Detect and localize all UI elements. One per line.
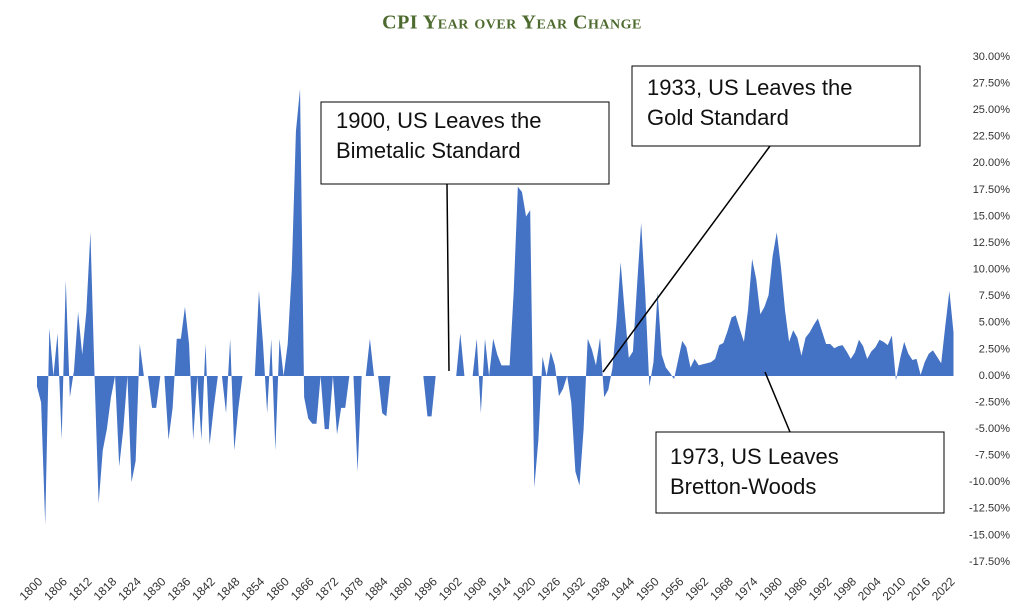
y-tick-label: 12.50% [973, 237, 1011, 249]
x-tick-label: 1878 [337, 574, 366, 603]
x-tick-label: 1956 [658, 574, 687, 603]
y-tick-label: -7.50% [975, 450, 1010, 462]
y-tick-label: -12.50% [969, 503, 1010, 515]
x-tick-label: 1830 [140, 574, 169, 603]
x-tick-label: 1914 [485, 574, 514, 603]
y-tick-label: 10.00% [973, 264, 1011, 276]
y-tick-label: 27.50% [973, 77, 1011, 89]
y-tick-label: -5.00% [975, 423, 1010, 435]
annotation-box [320, 101, 610, 185]
annotation-pointer [764, 371, 791, 433]
y-tick-label: -2.50% [975, 396, 1010, 408]
y-tick-label: 17.50% [973, 184, 1011, 196]
y-tick-label: 25.00% [973, 104, 1011, 116]
y-tick-label: 0.00% [979, 370, 1010, 382]
y-tick-label: 7.50% [979, 290, 1010, 302]
x-tick-label: 1890 [386, 574, 415, 603]
annotation-text: 1933, US Leaves the [647, 75, 852, 100]
x-tick-label: 1974 [732, 574, 761, 603]
plot-area [37, 88, 954, 525]
x-tick-label: 1842 [189, 574, 218, 603]
x-tick-label: 1926 [534, 574, 563, 603]
y-tick-label: 22.50% [973, 131, 1011, 143]
annotation-text: Gold Standard [647, 105, 789, 130]
x-tick-label: 1806 [41, 574, 70, 603]
x-tick-label: 1950 [633, 574, 662, 603]
y-tick-label: 15.00% [973, 210, 1011, 222]
annotation-pointer [602, 145, 771, 373]
x-tick-label: 2016 [904, 574, 933, 603]
x-tick-label: 1980 [756, 574, 785, 603]
x-tick-label: 1962 [682, 574, 711, 603]
x-tick-label: 2010 [880, 574, 909, 603]
x-tick-label: 1932 [559, 574, 588, 603]
x-tick-label: 2004 [855, 574, 884, 603]
annotation-box [655, 431, 945, 514]
annotations: 1900, US Leaves the Bimetalic Standard 193… [320, 65, 945, 514]
y-tick-label: 5.00% [979, 317, 1010, 329]
x-tick-label: 2022 [929, 574, 958, 603]
x-tick-label: 1800 [17, 574, 46, 603]
x-tick-label: 1920 [510, 574, 539, 603]
annotation-text: Bimetalic Standard [336, 138, 521, 163]
annotation-pointer [446, 183, 450, 372]
y-tick-label: 2.50% [979, 343, 1010, 355]
x-tick-label: 1884 [362, 574, 391, 603]
annotation-box [631, 65, 921, 147]
y-tick-label: -17.50% [969, 556, 1010, 568]
x-tick-label: 1986 [781, 574, 810, 603]
x-tick-label: 1818 [91, 574, 120, 603]
x-tick-label: 1848 [214, 574, 243, 603]
x-tick-label: 1812 [66, 574, 95, 603]
x-tick-label: 1824 [115, 574, 144, 603]
y-tick-label: 30.00% [973, 51, 1011, 63]
x-tick-label: 1854 [239, 574, 268, 603]
x-tick-label: 1902 [436, 574, 465, 603]
annotation-text: 1900, US Leaves the [336, 108, 541, 133]
x-tick-label: 1836 [165, 574, 194, 603]
annotation-text: 1973, US Leaves [670, 444, 839, 469]
y-tick-label: -15.00% [969, 529, 1010, 541]
x-tick-label: 1872 [312, 574, 341, 603]
x-tick-label: 1860 [263, 574, 292, 603]
x-tick-label: 1938 [584, 574, 613, 603]
y-tick-label: -10.00% [969, 476, 1010, 488]
x-tick-label: 1998 [830, 574, 859, 603]
chart-title: CPI Year over Year Change [382, 12, 642, 34]
x-tick-label: 1866 [288, 574, 317, 603]
x-tick-label: 1968 [707, 574, 736, 603]
y-tick-label: 20.00% [973, 157, 1011, 169]
x-tick-label: 1896 [411, 574, 440, 603]
annotation-text: Bretton-Woods [670, 474, 816, 499]
x-tick-label: 1908 [460, 574, 489, 603]
x-tick-label: 1992 [806, 574, 835, 603]
x-tick-label: 1944 [608, 574, 637, 603]
area [37, 88, 954, 525]
